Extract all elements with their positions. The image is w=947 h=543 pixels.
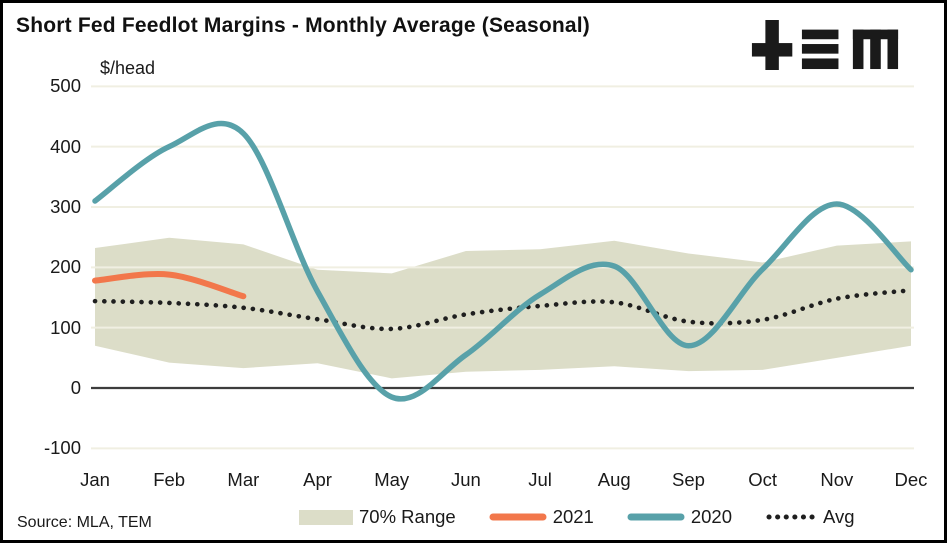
avg-dots-swatch: [766, 514, 817, 520]
x-tick-label: Oct: [748, 469, 778, 490]
series-2020-line: [92, 120, 914, 402]
x-tick-label: Mar: [227, 469, 260, 490]
tem-logo: [751, 20, 899, 70]
avg-dotted-line: [92, 287, 914, 332]
gridlines: [91, 85, 914, 450]
legend-item-2020: 2020: [627, 506, 732, 528]
x-tick-label: Dec: [894, 469, 928, 490]
x-tick-label: May: [374, 469, 410, 490]
y-tick-label: -100: [43, 437, 81, 458]
source-note: Source: MLA, TEM: [17, 514, 152, 531]
x-tick-label: Nov: [820, 469, 854, 490]
line-2021-swatch: [489, 513, 547, 521]
y-tick-label: 400: [50, 136, 81, 157]
x-tick-label: Apr: [303, 469, 332, 490]
x-tick-label: Jul: [528, 469, 552, 490]
y-axis-unit-label: $/head: [100, 58, 156, 78]
y-tick-label: 300: [50, 196, 81, 217]
legend-label: 70% Range: [359, 506, 456, 527]
x-tick-label: Aug: [597, 469, 631, 490]
chart-title: Short Fed Feedlot Margins - Monthly Aver…: [16, 14, 590, 37]
legend-item-2021: 2021: [489, 506, 594, 528]
chart-legend: 70% Range 2021 2020 Avg: [299, 506, 855, 528]
series-2021-line: [92, 271, 247, 300]
legend-item-70-range: 70% Range: [299, 506, 456, 528]
line-2020-swatch: [627, 513, 685, 521]
legend-item-avg: Avg: [765, 506, 855, 528]
legend-label: 2021: [552, 506, 594, 527]
x-tick-label: Jan: [80, 469, 110, 490]
legend-label: Avg: [823, 506, 855, 527]
y-tick-label: 500: [50, 75, 81, 96]
x-tick-label: Jun: [450, 469, 481, 490]
x-tick-label: Feb: [153, 469, 186, 490]
x-tick-label: Sep: [671, 469, 705, 490]
y-tick-label: 100: [50, 317, 81, 338]
y-tick-label: 200: [50, 256, 81, 277]
range-band-area: [95, 237, 911, 379]
plot-area: [91, 85, 914, 450]
legend-label: 2020: [690, 506, 732, 527]
range-band-swatch: [299, 509, 353, 525]
y-tick-label: 0: [70, 377, 81, 398]
